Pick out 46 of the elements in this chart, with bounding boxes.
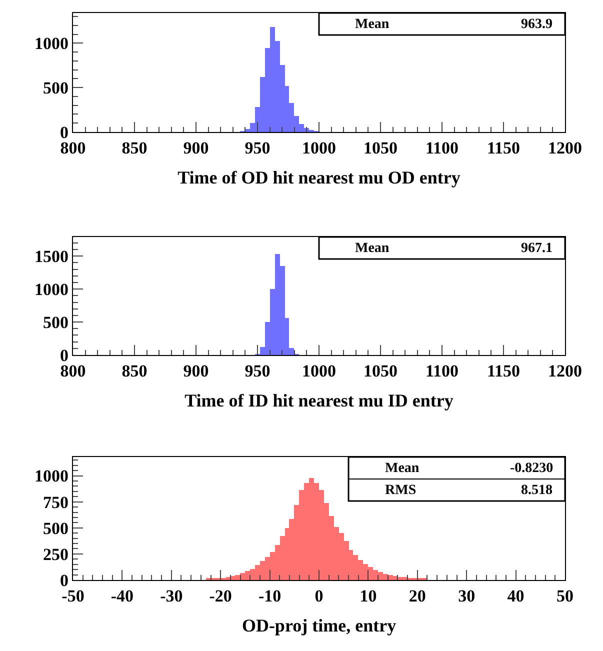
x-axis-title: Time of ID hit nearest mu ID entry — [184, 390, 454, 411]
annotation: 8.518 — [521, 483, 552, 498]
y-tick-label: 250 — [43, 544, 68, 564]
x-tick-label: 850 — [122, 362, 148, 380]
x-tick-label: -10 — [258, 586, 282, 606]
y-tick-label: 1000 — [34, 280, 68, 300]
x-tick-label: 1150 — [486, 138, 520, 158]
x-tick-label: 1000 — [302, 362, 336, 380]
x-tick-label: 1200 — [548, 362, 582, 380]
x-axis-title: Time of OD hit nearest mu OD entry — [178, 168, 460, 188]
x-tick-label: 900 — [183, 362, 209, 380]
y-tick-label: 1500 — [34, 247, 68, 266]
x-tick-label: -30 — [160, 586, 183, 606]
x-tick-label: 0 — [314, 586, 324, 606]
annotation: RMS — [385, 483, 416, 498]
y-tick-label: 500 — [43, 312, 68, 332]
x-tick-label: 1050 — [364, 362, 398, 380]
annotation: 963.9 — [521, 17, 552, 32]
y-tick-label: 1000 — [34, 34, 68, 54]
x-tick-label: 40 — [507, 586, 524, 606]
x-tick-label: 10 — [360, 586, 377, 606]
x-tick-label: -40 — [110, 586, 134, 606]
y-tick-label: 1000 — [34, 466, 68, 486]
x-tick-label: 950 — [244, 138, 270, 158]
x-tick-label: 950 — [244, 362, 270, 380]
x-tick-label: 1150 — [486, 362, 520, 380]
x-tick-label: 1200 — [548, 138, 582, 158]
annotation: 967.1 — [521, 241, 552, 256]
x-tick-label: 30 — [458, 586, 476, 606]
x-tick-label: 900 — [183, 138, 209, 158]
x-tick-label: 20 — [408, 586, 426, 606]
annotation: -0.8230 — [510, 461, 554, 476]
x-tick-label: 850 — [122, 138, 148, 158]
x-tick-label: 1050 — [364, 138, 398, 158]
annotation: Mean — [355, 17, 390, 32]
y-tick-label: 500 — [43, 518, 68, 538]
annotation: Mean — [385, 461, 420, 476]
x-tick-label: -20 — [209, 586, 232, 606]
x-tick-label: 50 — [556, 586, 574, 606]
y-tick-label: 500 — [43, 78, 68, 98]
x-tick-label: 1000 — [302, 138, 336, 158]
x-tick-label: 1100 — [425, 362, 459, 380]
y-tick-label: 750 — [43, 492, 68, 512]
x-tick-label: 1100 — [425, 138, 459, 158]
x-axis-title: OD-proj time, entry — [242, 616, 396, 636]
annotation: Mean — [355, 241, 390, 256]
